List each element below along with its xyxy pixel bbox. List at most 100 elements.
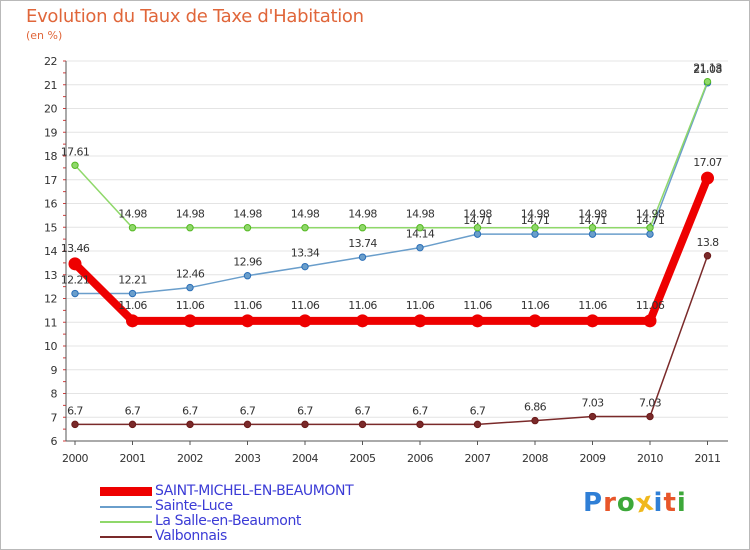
data-point bbox=[703, 77, 712, 86]
data-label: 14.71 bbox=[463, 214, 492, 227]
data-point bbox=[301, 420, 309, 429]
x-tick-label: 2003 bbox=[235, 452, 261, 465]
data-point bbox=[703, 252, 712, 260]
data-label: 13.8 bbox=[696, 236, 719, 249]
data-point bbox=[298, 314, 312, 328]
data-label: 11.06 bbox=[291, 299, 320, 312]
data-point bbox=[646, 412, 654, 421]
data-label: 6.7 bbox=[355, 404, 371, 417]
data-point bbox=[588, 224, 597, 232]
chart-title: Evolution du Taux de Taxe d'Habitation bbox=[26, 6, 364, 27]
data-point bbox=[71, 161, 79, 169]
data-point bbox=[358, 224, 367, 232]
proxiti-logo: Proxiti bbox=[583, 486, 687, 519]
data-label: 6.7 bbox=[125, 404, 141, 417]
series-line bbox=[74, 255, 709, 426]
data-label: 14.98 bbox=[118, 208, 147, 221]
data-point bbox=[528, 314, 542, 328]
data-label: 6.7 bbox=[297, 404, 313, 417]
data-label: 6.86 bbox=[524, 401, 547, 414]
data-point bbox=[473, 224, 482, 232]
data-label: 6.7 bbox=[470, 404, 486, 417]
y-tick-label: 6 bbox=[51, 435, 58, 448]
y-tick-label: 9 bbox=[51, 364, 58, 377]
y-tick-label: 11 bbox=[44, 316, 57, 329]
logo-letter: o bbox=[616, 488, 636, 518]
data-point bbox=[646, 224, 654, 232]
data-label: 14.98 bbox=[406, 208, 435, 221]
data-label: 14.98 bbox=[636, 208, 665, 221]
logo-letter: t bbox=[663, 488, 677, 518]
data-label: 11.06 bbox=[233, 299, 262, 312]
x-tick-label: 2001 bbox=[120, 452, 146, 465]
x-tick-label: 2000 bbox=[62, 452, 88, 465]
y-tick-label: 7 bbox=[51, 411, 58, 424]
data-point bbox=[588, 412, 597, 421]
data-label: 14.71 bbox=[578, 214, 607, 227]
data-point bbox=[243, 420, 252, 429]
y-tick-label: 8 bbox=[51, 388, 58, 401]
legend-label: SAINT-MICHEL-EN-BEAUMONT bbox=[155, 483, 354, 499]
x-tick-label: 2007 bbox=[465, 452, 491, 465]
data-label: 14.14 bbox=[406, 228, 435, 241]
data-point bbox=[186, 420, 194, 429]
data-point bbox=[301, 262, 309, 271]
data-label: 14.98 bbox=[233, 208, 262, 221]
data-point bbox=[301, 224, 309, 232]
data-point bbox=[471, 314, 484, 328]
x-tick-label: 2009 bbox=[580, 452, 606, 465]
data-label: 11.06 bbox=[118, 299, 147, 312]
y-tick-label: 15 bbox=[44, 221, 57, 234]
data-label: 11.06 bbox=[578, 299, 607, 312]
data-point bbox=[643, 314, 657, 328]
x-tick-label: 2011 bbox=[695, 452, 721, 465]
data-label: 21.13 bbox=[693, 62, 722, 75]
data-point bbox=[71, 289, 79, 298]
data-point bbox=[586, 314, 599, 328]
data-point bbox=[71, 420, 79, 429]
data-point bbox=[356, 314, 369, 328]
data-point bbox=[126, 314, 139, 328]
data-label: 21.08 bbox=[693, 63, 722, 76]
data-label: 14.98 bbox=[578, 208, 607, 221]
data-label: 6.7 bbox=[240, 404, 256, 417]
data-label: 11.06 bbox=[348, 299, 377, 312]
data-point bbox=[416, 243, 424, 252]
data-label: 14.98 bbox=[348, 208, 377, 221]
y-tick-label: 10 bbox=[44, 340, 57, 353]
x-tick-label: 2005 bbox=[350, 452, 376, 465]
x-tick-label: 2008 bbox=[522, 452, 548, 465]
data-point bbox=[531, 230, 539, 238]
data-label: 12.96 bbox=[233, 256, 262, 269]
y-tick-label: 13 bbox=[44, 269, 57, 282]
data-point bbox=[588, 230, 597, 238]
data-label: 14.98 bbox=[521, 208, 550, 221]
y-tick-label: 18 bbox=[44, 150, 57, 163]
y-tick-label: 17 bbox=[44, 174, 57, 187]
series-line bbox=[71, 174, 712, 325]
data-point bbox=[413, 314, 427, 328]
data-label: 6.7 bbox=[67, 404, 83, 417]
data-label: 6.7 bbox=[182, 404, 198, 417]
series-line bbox=[74, 82, 709, 295]
legend-swatch-valbonnais bbox=[100, 536, 152, 538]
data-label: 12.46 bbox=[176, 268, 205, 281]
data-point bbox=[416, 224, 424, 232]
data-point bbox=[183, 314, 197, 328]
data-point bbox=[128, 224, 137, 232]
legend-label: Valbonnais bbox=[155, 528, 227, 544]
data-point bbox=[68, 257, 82, 271]
legend-label: La Salle-en-Beaumont bbox=[155, 513, 302, 529]
x-tick-label: 2010 bbox=[637, 452, 663, 465]
logo-letter: i bbox=[653, 488, 664, 518]
data-label: 13.74 bbox=[348, 237, 377, 250]
data-label: 14.98 bbox=[291, 208, 320, 221]
data-point bbox=[243, 224, 252, 232]
data-label: 12.21 bbox=[61, 274, 90, 287]
y-tick-label: 12 bbox=[44, 293, 57, 306]
data-point bbox=[243, 272, 252, 280]
data-label: 11.06 bbox=[176, 299, 205, 312]
x-tick-label: 2006 bbox=[407, 452, 433, 465]
data-label: 17.07 bbox=[693, 156, 722, 169]
